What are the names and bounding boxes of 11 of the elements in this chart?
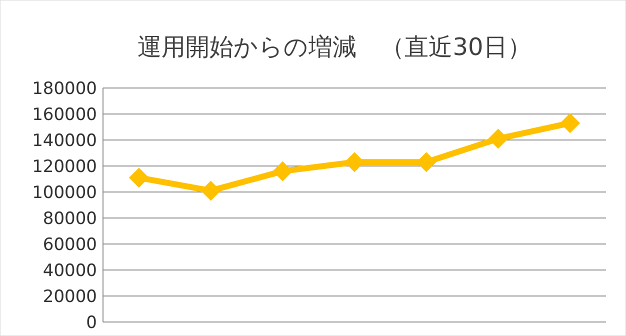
y-tick-label: 180000: [32, 79, 97, 99]
y-tick-label: 140000: [32, 131, 97, 151]
y-tick-label: 0: [86, 313, 97, 333]
y-tick-label: 40000: [42, 261, 97, 281]
y-tick-label: 80000: [42, 209, 97, 229]
title: 運用開始からの増減 （直近30日）: [138, 33, 532, 61]
y-tick-label: 160000: [32, 105, 97, 125]
y-tick-label: 60000: [42, 235, 97, 255]
y-tick-label: 100000: [32, 183, 97, 203]
y-tick-label: 120000: [32, 157, 97, 177]
y-tick-label: 20000: [42, 287, 97, 307]
